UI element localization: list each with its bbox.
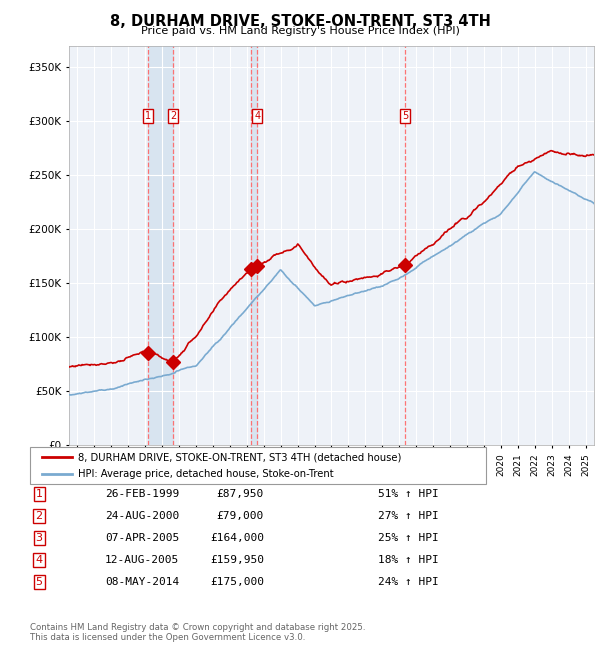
Text: Contains HM Land Registry data © Crown copyright and database right 2025.
This d: Contains HM Land Registry data © Crown c… [30, 623, 365, 642]
Text: 26-FEB-1999: 26-FEB-1999 [105, 489, 179, 499]
Text: 24% ↑ HPI: 24% ↑ HPI [378, 577, 439, 588]
Text: 12-AUG-2005: 12-AUG-2005 [105, 555, 179, 566]
Text: 08-MAY-2014: 08-MAY-2014 [105, 577, 179, 588]
Text: 2: 2 [35, 511, 43, 521]
Text: 5: 5 [35, 577, 43, 588]
Text: £164,000: £164,000 [210, 533, 264, 543]
Text: Price paid vs. HM Land Registry's House Price Index (HPI): Price paid vs. HM Land Registry's House … [140, 26, 460, 36]
Text: 8, DURHAM DRIVE, STOKE-ON-TRENT, ST3 4TH: 8, DURHAM DRIVE, STOKE-ON-TRENT, ST3 4TH [110, 14, 490, 29]
Text: 2: 2 [170, 111, 176, 121]
Text: HPI: Average price, detached house, Stoke-on-Trent: HPI: Average price, detached house, Stok… [78, 469, 334, 478]
Bar [251, 46, 257, 445]
Text: £79,000: £79,000 [217, 511, 264, 521]
Text: 5: 5 [402, 111, 408, 121]
Text: 51% ↑ HPI: 51% ↑ HPI [378, 489, 439, 499]
Text: 1: 1 [35, 489, 43, 499]
Text: 27% ↑ HPI: 27% ↑ HPI [378, 511, 439, 521]
Text: 07-APR-2005: 07-APR-2005 [105, 533, 179, 543]
Text: 24-AUG-2000: 24-AUG-2000 [105, 511, 179, 521]
Text: 3: 3 [35, 533, 43, 543]
Bar [148, 46, 173, 445]
Text: 18% ↑ HPI: 18% ↑ HPI [378, 555, 439, 566]
Text: 8, DURHAM DRIVE, STOKE-ON-TRENT, ST3 4TH (detached house): 8, DURHAM DRIVE, STOKE-ON-TRENT, ST3 4TH… [78, 452, 401, 462]
Text: 4: 4 [35, 555, 43, 566]
Text: £175,000: £175,000 [210, 577, 264, 588]
Text: 1: 1 [145, 111, 151, 121]
Text: £87,950: £87,950 [217, 489, 264, 499]
Text: 25% ↑ HPI: 25% ↑ HPI [378, 533, 439, 543]
Text: 4: 4 [254, 111, 260, 121]
Text: £159,950: £159,950 [210, 555, 264, 566]
